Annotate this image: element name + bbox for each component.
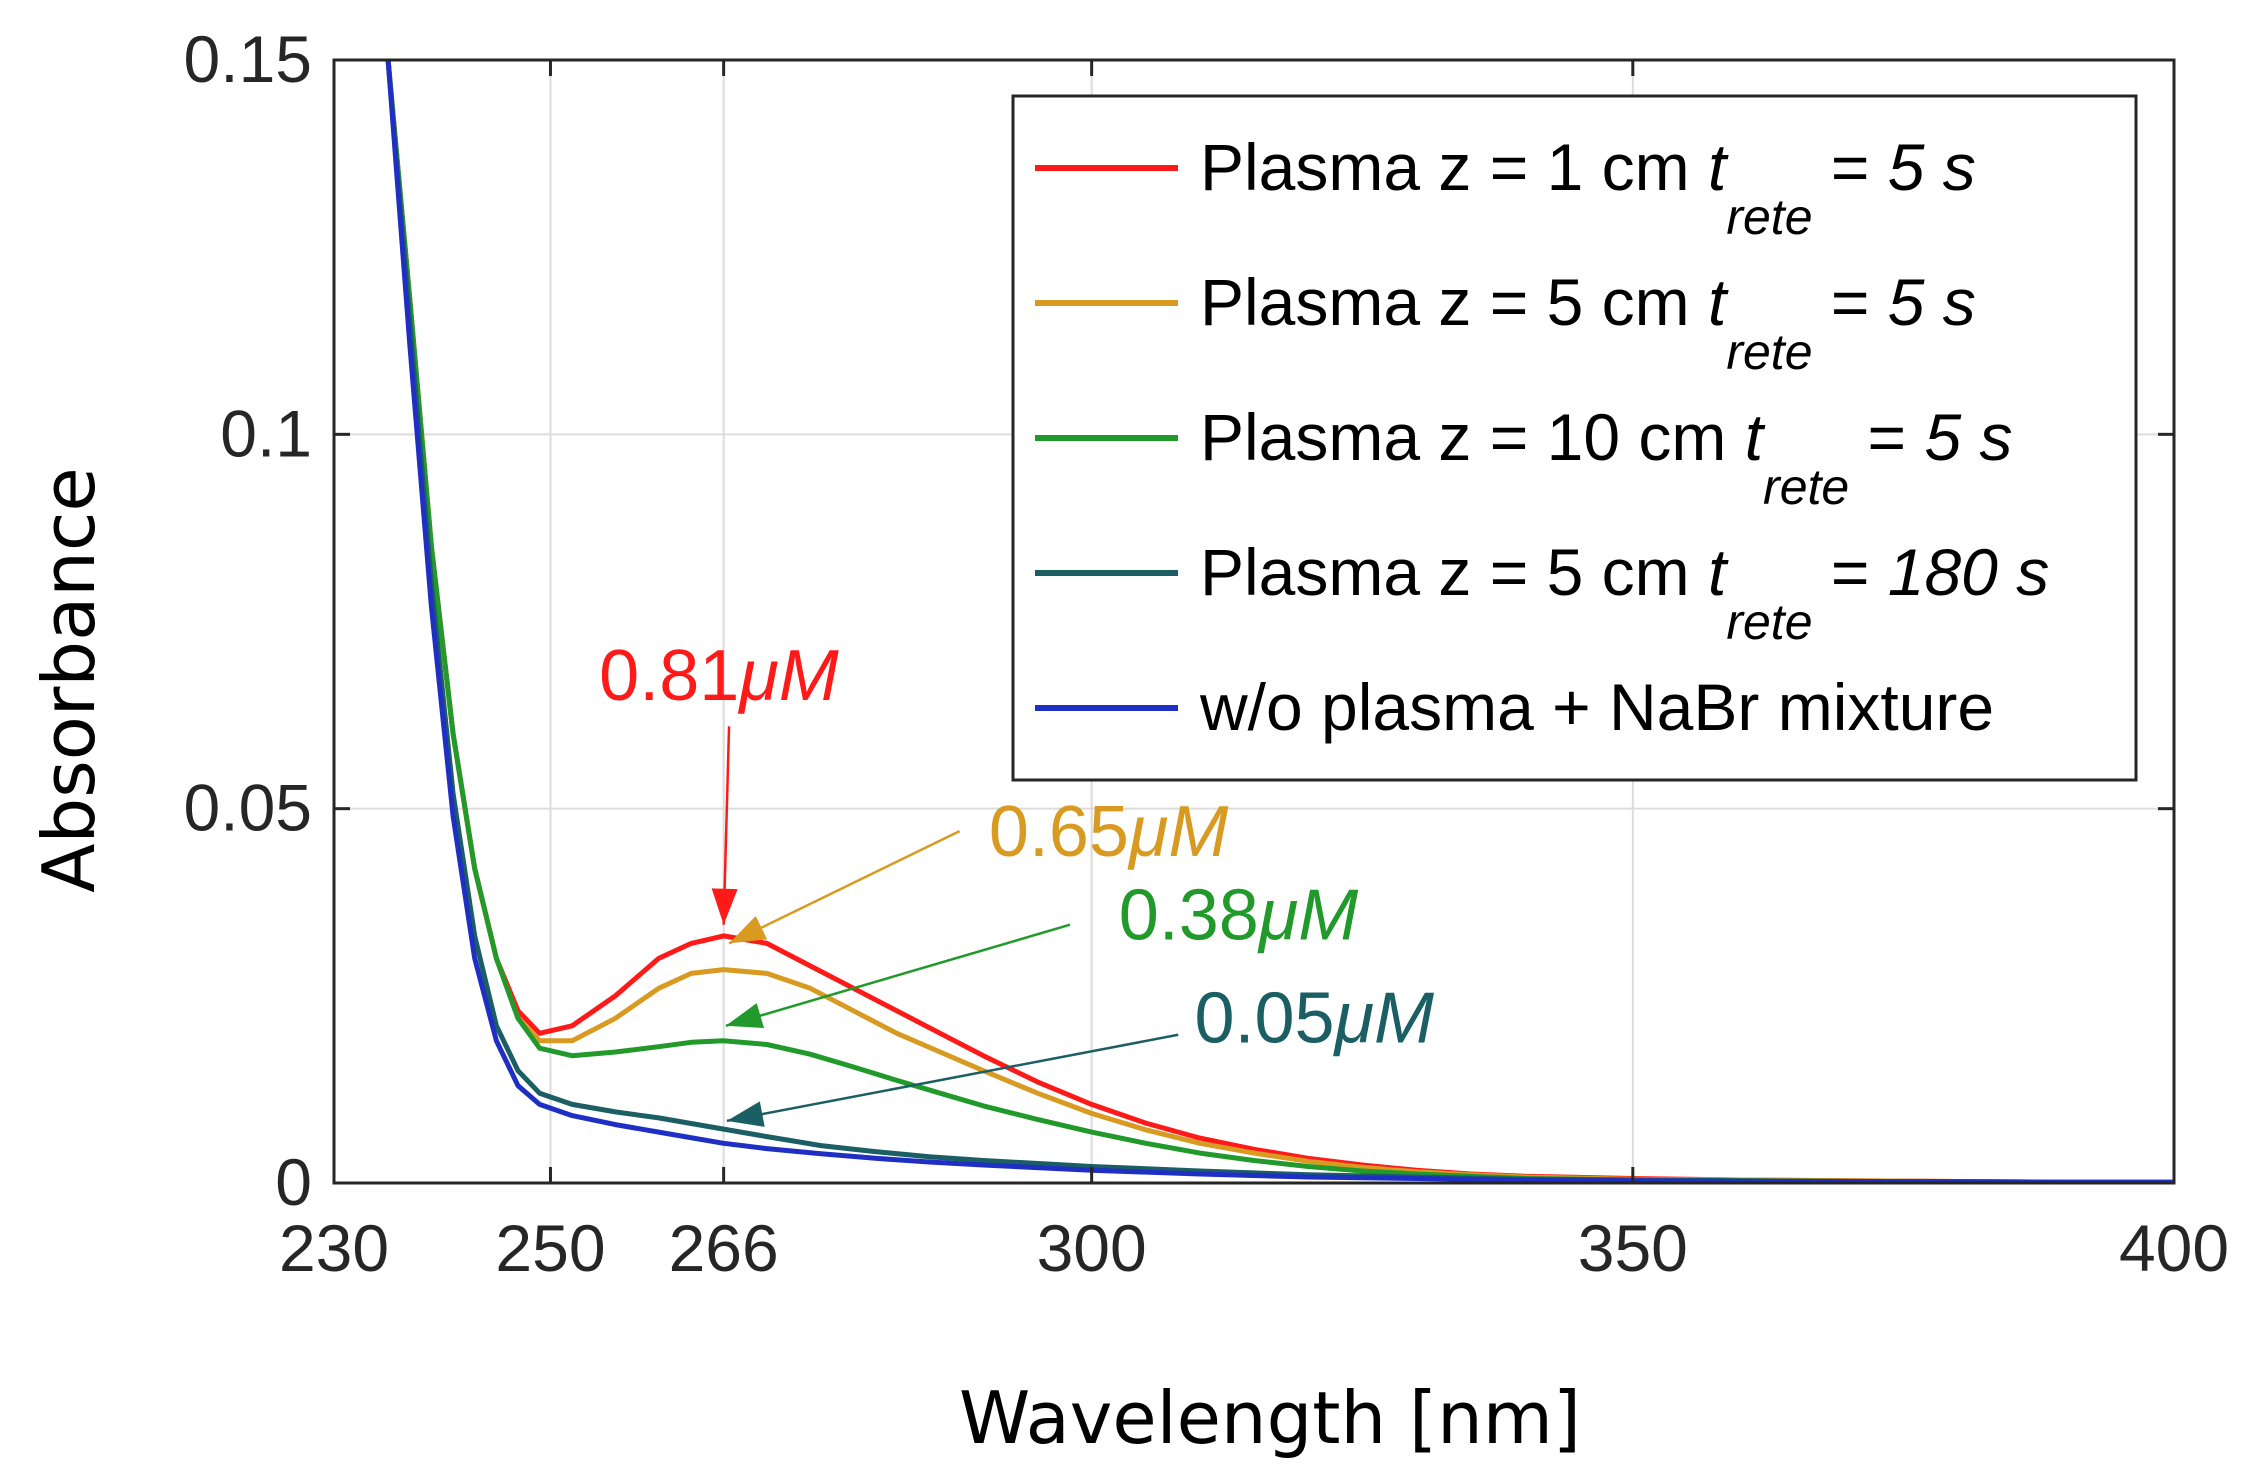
legend-item-z1: Plasma z = 1 cm trete = 5 s	[1035, 130, 1976, 245]
legend-item-z5_180: Plasma z = 5 cm trete = 180 s	[1035, 535, 2049, 650]
legend-label: Plasma z = 5 cm trete = 180 s	[1200, 535, 2049, 650]
legend-item-noplasma: w/o plasma + NaBr mixture	[1035, 670, 1994, 744]
legend-label: Plasma z = 5 cm trete = 5 s	[1200, 265, 1976, 380]
x-axis-title: Wavelength [nm]	[959, 1376, 1581, 1460]
annotation-arrow-head	[711, 888, 738, 925]
annotation-a3: 0.38μM	[725, 876, 1359, 1029]
legend-item-z5: Plasma z = 5 cm trete = 5 s	[1035, 265, 1976, 380]
annotation-arrow-head	[726, 1101, 765, 1127]
y-axis-ticks: 0 0.05 0.1 0.15	[184, 22, 2174, 1219]
series-line-noplasma	[385, 60, 2174, 1183]
legend-label: Plasma z = 10 cm trete = 5 s	[1200, 400, 2012, 515]
series-lines	[385, 60, 2174, 1183]
annotation-arrow-line	[726, 1033, 1179, 1123]
legend-label: w/o plasma + NaBr mixture	[1199, 670, 1994, 744]
x-tick-label: 350	[1578, 1211, 1688, 1285]
annotation-a1: 0.81μM	[599, 636, 839, 925]
legend-box	[1011, 94, 2138, 782]
x-axis-ticks: 230 250 266 300 350 400	[279, 60, 2229, 1285]
legend-item-z10: Plasma z = 10 cm trete = 5 s	[1035, 400, 2012, 515]
x-tick-label: 266	[669, 1211, 779, 1285]
y-tick-label: 0.05	[184, 771, 312, 845]
x-tick-label: 300	[1037, 1211, 1147, 1285]
annotation-arrow-head	[725, 1003, 765, 1029]
y-tick-label: 0.15	[184, 22, 312, 96]
annotation-a4: 0.05μM	[726, 978, 1434, 1127]
annotation-label: 0.81μM	[599, 636, 839, 716]
annotation-label: 0.05μM	[1194, 978, 1434, 1058]
annotation-label: 0.38μM	[1119, 876, 1359, 956]
annotation-arrow-line	[725, 923, 1071, 1027]
annotation-label: 0.65μM	[989, 792, 1229, 872]
legend-label: Plasma z = 1 cm trete = 5 s	[1200, 130, 1976, 245]
y-tick-label: 0	[275, 1145, 312, 1219]
x-tick-label: 230	[279, 1211, 389, 1285]
y-axis-title: Absorbance	[27, 467, 111, 892]
x-tick-label: 250	[495, 1211, 605, 1285]
annotation-a2: 0.65μM	[728, 792, 1229, 945]
plot-frame	[332, 58, 2176, 1185]
x-tick-label: 400	[2119, 1211, 2229, 1285]
y-tick-label: 0.1	[220, 396, 312, 470]
annotation-arrow-head	[729, 915, 768, 944]
annotation-arrow-line	[728, 830, 961, 945]
legend: Plasma z = 1 cm trete = 5 s Plasma z = 5 …	[1011, 94, 2138, 782]
